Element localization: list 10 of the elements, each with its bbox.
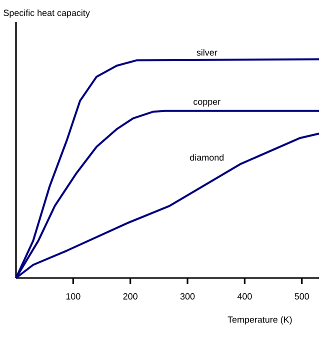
x-tick-label: 400 xyxy=(237,293,252,300)
x-tick-label: 500 xyxy=(294,293,309,300)
x-tick-label: 100 xyxy=(66,293,80,300)
series-label: diamond xyxy=(190,154,224,161)
y-axis-title: Specific heat capacity xyxy=(4,9,90,18)
x-axis-title: Temperature (K) xyxy=(228,316,292,325)
series-label: copper xyxy=(194,100,220,107)
series-label: silver xyxy=(196,49,218,56)
x-tick-label: 200 xyxy=(123,293,138,300)
x-tick-label: 300 xyxy=(180,293,195,300)
